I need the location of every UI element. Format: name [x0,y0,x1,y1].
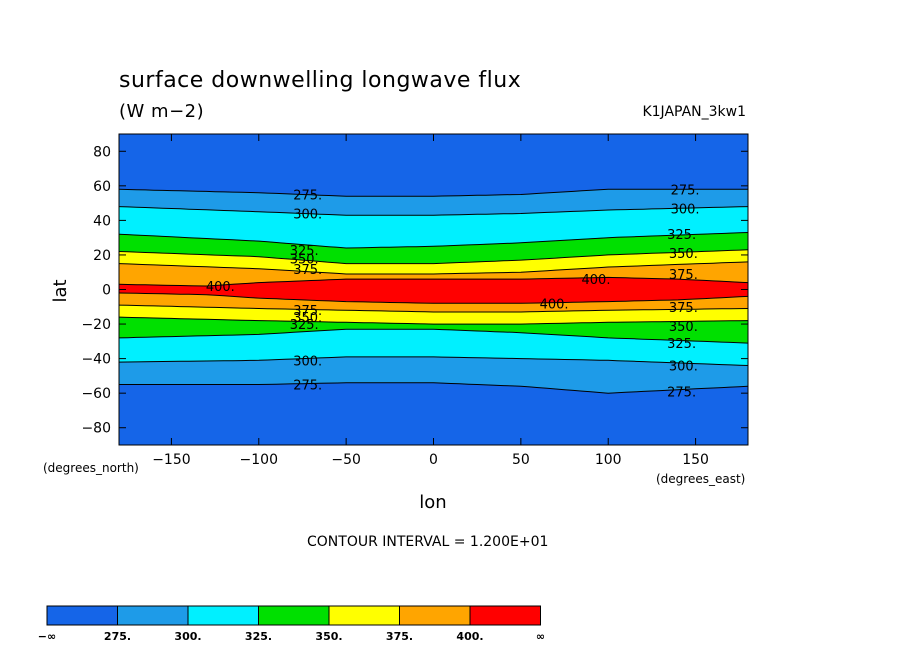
colorbar-swatch [46,605,118,626]
x-tick-label: 150 [682,452,709,468]
contour-label: 275. [293,379,322,394]
contour-line [119,316,748,325]
y-tick-label: −60 [81,386,111,402]
contour-label: 300. [293,207,322,222]
contour-band [119,382,748,445]
colorbar-label: 350. [315,630,342,643]
contour-label: 325. [290,318,319,333]
colorbar-label: 325. [245,630,272,643]
contour-label: 400. [540,297,569,312]
colorbar-swatch [328,605,400,626]
y-tick-label: 40 [93,213,111,229]
contour-line [119,382,748,394]
contour-line [119,292,748,304]
colorbar-label: 275. [104,630,131,643]
colorbar-swatch [399,605,471,626]
y-axis-title: lat [50,279,71,302]
contour-label: 375. [669,268,698,283]
contour-label: 350. [290,252,319,267]
contour-line [119,304,748,313]
units-label: (W m−2) [119,101,205,122]
contour-band [119,134,748,197]
x-axis-title: lon [419,492,446,513]
contour-line [119,261,748,275]
y-tick-label: −40 [81,352,111,368]
contour-line [119,328,748,344]
contour-label: 300. [293,354,322,369]
y-tick-label: −20 [81,317,111,333]
contour-label: 375. [293,304,322,319]
contour-label: 300. [671,202,700,217]
y-tick-label: −80 [81,421,111,437]
contour-line [119,188,748,197]
contour-label: 300. [669,360,698,375]
contour-line [119,356,748,366]
colorbar-swatch [469,605,541,626]
colorbar-label: 300. [174,630,201,643]
x-tick-label: −100 [240,452,278,468]
contour-line [119,206,748,216]
contour-label: 350. [669,247,698,262]
colorbar-swatch [187,605,259,626]
y-tick-label: 60 [93,179,111,195]
y-tick-label: 80 [93,144,111,160]
dataset-label: K1JAPAN_3kw1 [642,104,746,120]
colorbar: −∞ 275. 300. 325. 350. 375. 400. ∞ [38,605,545,643]
colorbar-label: −∞ [38,630,56,643]
contour-label: 325. [667,337,696,352]
contour-label: 375. [293,263,322,278]
x-tick-label: 50 [512,452,530,468]
contour-label: 400. [582,273,611,288]
x-units-label: (degrees_east) [656,472,745,486]
y-tick-label: 20 [93,248,111,264]
contour-interval-label: CONTOUR INTERVAL = 1.200E+01 [307,534,549,550]
y-tick-label: 0 [102,283,111,299]
y-units-label: (degrees_north) [43,461,139,475]
colorbar-label: ∞ [536,630,545,643]
contour-line [119,232,748,249]
colorbar-label: 400. [456,630,483,643]
contour-label: 275. [671,183,700,198]
colorbar-swatch [258,605,330,626]
contour-label: 350. [293,311,322,326]
contour-line [119,249,748,265]
contour-line [119,276,748,287]
colorbar-label: 375. [386,630,413,643]
x-tick-label: 100 [595,452,622,468]
contour-label: 275. [667,385,696,400]
contour-label: 375. [669,301,698,316]
x-tick-label: −50 [331,452,361,468]
contour-label: 325. [667,228,696,243]
contour-label: 400. [206,280,235,295]
contour-label: 350. [669,320,698,335]
x-tick-label: 0 [429,452,438,468]
x-tick-label: −150 [152,452,190,468]
contour-label: 275. [293,188,322,203]
chart-title: surface downwelling longwave flux [119,68,522,93]
contour-label: 325. [290,244,319,259]
colorbar-swatch [117,605,189,626]
